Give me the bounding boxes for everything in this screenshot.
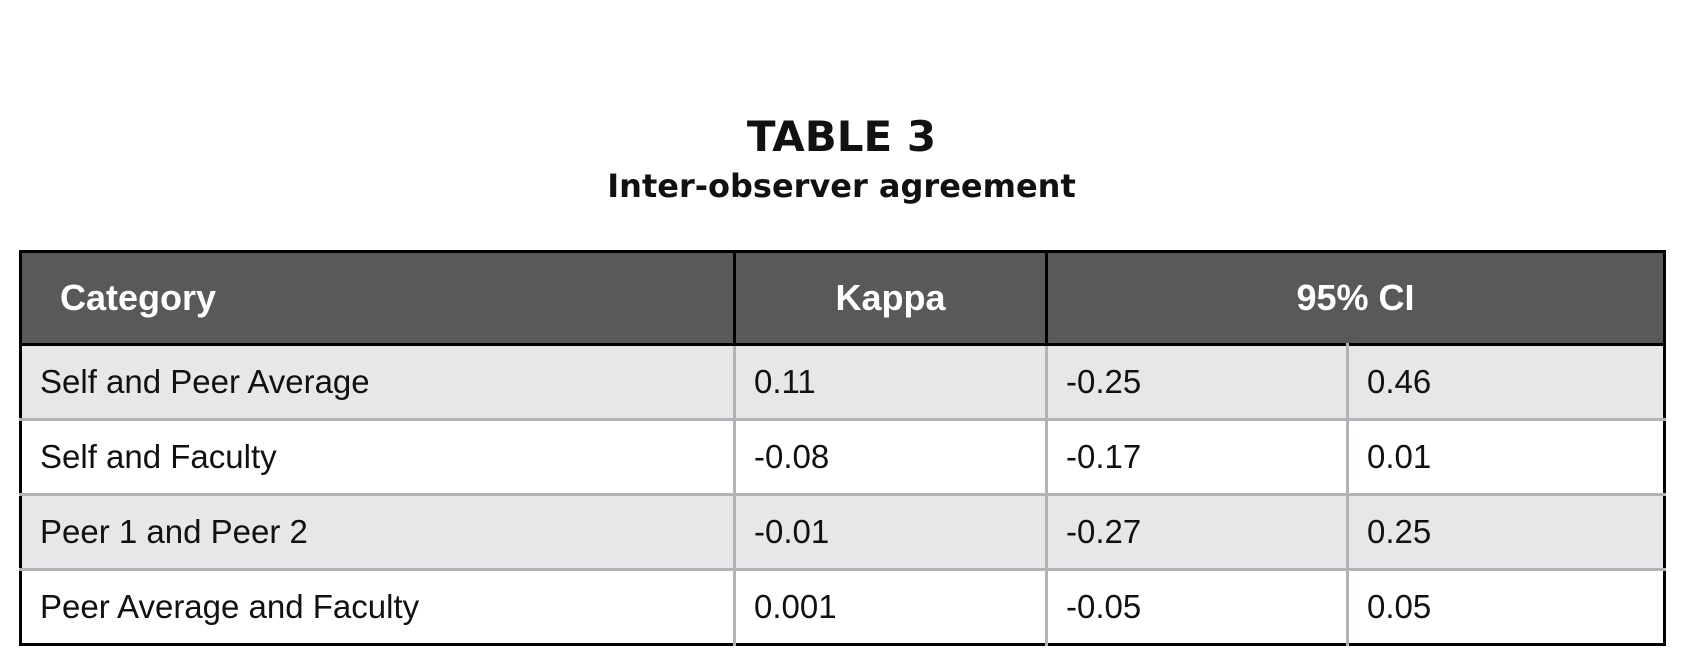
cell-value: -0.05: [1045, 569, 1349, 645]
row-label: Peer 1 and Peer 2: [20, 494, 736, 571]
data-table: Category Kappa 95% CI Self and Peer Aver…: [19, 250, 1666, 646]
table-body: Self and Peer Average 0.11 -0.25 0.46 Self a…: [20, 344, 1665, 645]
cell-value: -0.17: [1045, 419, 1349, 496]
table-row: Self and Faculty -0.08 -0.17 0.01: [20, 419, 1665, 496]
row-label: Peer Average and Faculty: [20, 569, 736, 645]
cell-value: 0.01: [1346, 419, 1665, 496]
table-title: TABLE 3: [746, 112, 937, 161]
column-header: 95% CI: [1045, 251, 1665, 345]
column-header: Kappa: [733, 251, 1047, 345]
header-row: Category Kappa 95% CI: [20, 251, 1665, 345]
table-row: Peer Average and Faculty 0.001 -0.05 0.05: [20, 569, 1665, 645]
cell-value: -0.27: [1045, 494, 1349, 571]
column-header: Category: [20, 251, 735, 345]
table-row: Peer 1 and Peer 2 -0.01 -0.27 0.25: [20, 494, 1665, 571]
table-row: Self and Peer Average 0.11 -0.25 0.46: [20, 344, 1665, 421]
cell-value: 0.001: [733, 569, 1048, 645]
table-subtitle: Inter-observer agreement: [607, 167, 1076, 205]
cell-value: 0.05: [1346, 569, 1665, 645]
cell-value: 0.25: [1346, 494, 1665, 571]
row-label: Self and Faculty: [20, 419, 736, 496]
cell-value: -0.25: [1045, 344, 1349, 421]
cell-value: 0.46: [1346, 344, 1665, 421]
row-label: Self and Peer Average: [20, 344, 736, 421]
cell-value: -0.08: [733, 419, 1048, 496]
cell-value: 0.11: [733, 344, 1048, 421]
cell-value: -0.01: [733, 494, 1048, 571]
